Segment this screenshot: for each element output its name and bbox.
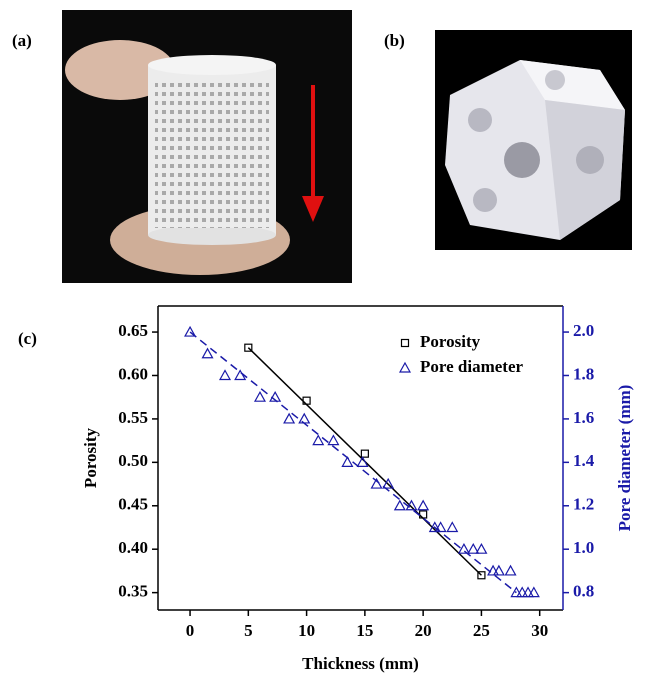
y2-axis-label: Pore diameter (mm) [615,385,634,532]
marker [203,349,213,358]
marker [328,436,338,445]
marker [299,414,309,423]
y2-tick-label: 0.8 [573,582,594,601]
x-axis-label: Thickness (mm) [302,654,419,673]
y2-tick-label: 1.8 [573,364,594,383]
marker [447,522,457,531]
panel-label: (b) [384,31,405,50]
x-tick-label: 15 [356,621,373,640]
unit-cell-render [435,30,632,250]
legend-marker [402,340,409,347]
marker [418,501,428,510]
marker [220,370,230,379]
y-tick-label: 0.55 [118,408,148,427]
legend-label: Porosity [420,332,481,351]
marker [506,566,516,575]
y-tick-label: 0.60 [118,364,148,383]
x-tick-label: 25 [473,621,490,640]
figure: (a) (b) (c) 0 5 10 15 20 25 30 0.35 0.40 0.45 0.50… [0,0,650,681]
x-tick-label: 5 [244,621,253,640]
marker [284,414,294,423]
x-tick-label: 30 [531,621,548,640]
y-tick-label: 0.65 [118,321,148,340]
marker [361,450,368,457]
photo-scaffold [62,10,352,283]
marker [313,436,323,445]
panel-label: (c) [18,329,37,348]
marker [459,544,469,553]
marker [395,501,405,510]
legend-marker [400,363,410,372]
y2-tick-label: 1.6 [573,408,594,427]
x-tick-label: 0 [186,621,195,640]
panel-label: (a) [12,31,32,50]
y2-tick-label: 1.0 [573,538,594,557]
y-tick-label: 0.45 [118,495,148,514]
y-tick-label: 0.40 [118,538,148,557]
y-tick-label: 0.35 [118,582,148,601]
x-tick-label: 10 [298,621,315,640]
legend-label: Pore diameter [420,357,524,376]
y2-tick-label: 1.2 [573,495,594,514]
y2-tick-label: 2.0 [573,321,594,340]
y-tick-label: 0.50 [118,451,148,470]
y2-tick-label: 1.4 [573,451,595,470]
marker [342,457,352,466]
y-axis-label: Porosity [81,427,100,488]
x-tick-label: 20 [415,621,432,640]
marker [255,392,265,401]
